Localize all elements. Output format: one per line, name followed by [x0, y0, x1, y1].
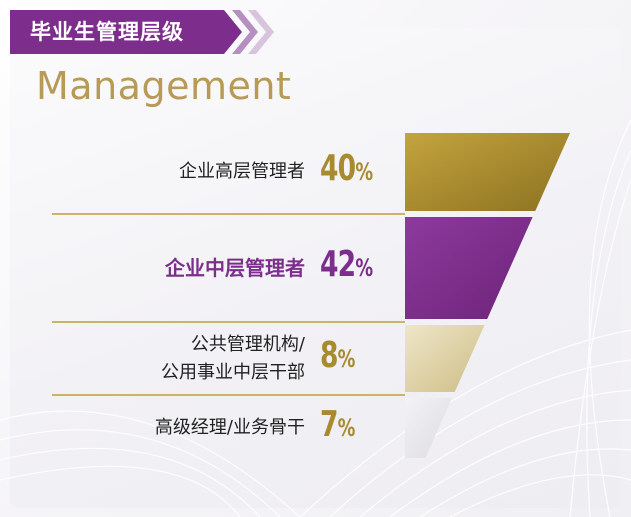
funnel-segment — [405, 133, 570, 211]
section-title-banner: 毕业生管理层级 — [10, 10, 242, 54]
row-divider — [52, 321, 405, 323]
funnel-category-label: 高级经理/业务骨干 — [154, 417, 305, 438]
row-divider — [52, 213, 405, 215]
funnel-segment — [405, 325, 485, 392]
funnel-category-label: 企业中层管理者 — [165, 256, 305, 280]
funnel-value-label: 42% — [320, 244, 373, 285]
section-subtitle: Management — [36, 64, 292, 108]
funnel-segment — [405, 398, 453, 458]
funnel-category-label: 企业高层管理者 — [179, 161, 305, 182]
funnel-value-label: 8% — [320, 334, 355, 376]
funnel-value-label: 7% — [320, 404, 355, 445]
funnel-segment — [405, 217, 533, 319]
content-card — [10, 28, 621, 508]
funnel-value-label: 40% — [320, 148, 373, 189]
row-divider — [52, 394, 405, 396]
funnel-category-label: 公共管理机构/公用事业中层干部 — [161, 333, 305, 383]
